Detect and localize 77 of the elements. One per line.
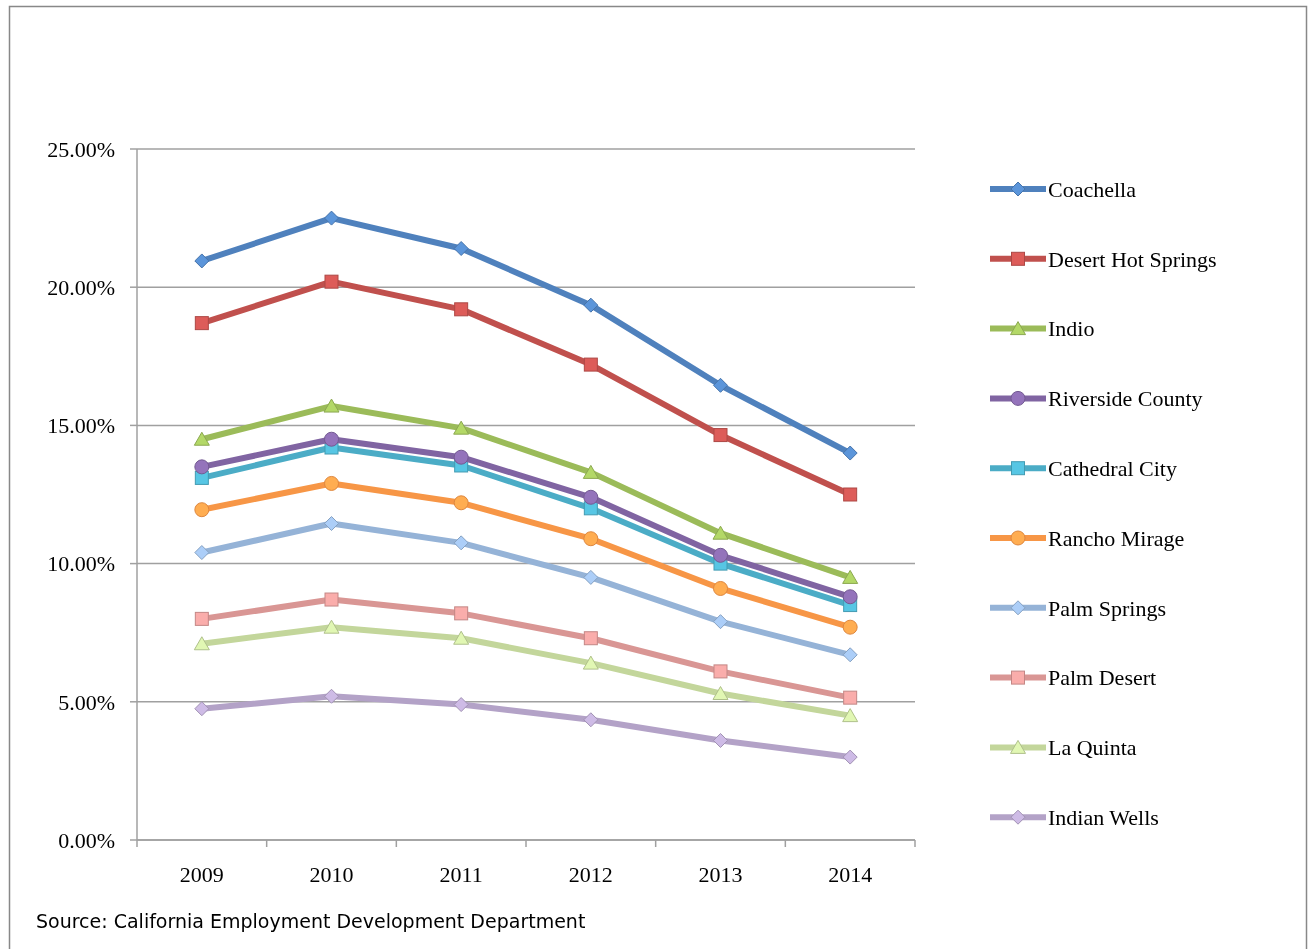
point [583, 297, 599, 313]
point [454, 606, 469, 621]
x-tick-label: 2013 [698, 862, 743, 887]
legend-label: Desert Hot Springs [1048, 246, 1217, 272]
source-note: Source: California Employment Development Department [36, 910, 586, 932]
point [453, 420, 470, 435]
point [194, 701, 210, 717]
point [194, 316, 209, 331]
point [713, 428, 728, 443]
point [842, 445, 858, 461]
point [324, 274, 339, 289]
point [324, 431, 339, 447]
point [582, 655, 599, 670]
point [712, 525, 729, 540]
point [323, 619, 340, 634]
point [842, 708, 859, 723]
point [583, 631, 598, 646]
point [713, 377, 728, 393]
point [453, 495, 469, 511]
point [713, 614, 728, 630]
x-tick-label: 2012 [568, 862, 613, 887]
legend-label: Riverside County [1048, 386, 1203, 412]
point [453, 697, 469, 713]
point [324, 210, 339, 226]
y-tick-label: 20.00% [47, 274, 115, 300]
legend-label: Coachella [1048, 176, 1137, 202]
legend-label: La Quinta [1048, 735, 1137, 761]
legend-label: Cathedral City [1048, 455, 1177, 481]
point [453, 449, 469, 465]
point [453, 535, 469, 551]
point [583, 531, 599, 547]
legend-label: Palm Springs [1048, 595, 1166, 621]
point [582, 464, 599, 479]
point [712, 686, 729, 701]
point [842, 749, 858, 765]
point [324, 516, 339, 532]
x-tick-label: 2011 [439, 862, 483, 887]
y-tick-label: 0.00% [58, 827, 115, 853]
point [323, 398, 340, 413]
point [194, 459, 210, 475]
point [324, 688, 339, 704]
point [843, 487, 858, 502]
point [194, 611, 209, 626]
point [843, 690, 858, 705]
point [453, 630, 470, 645]
x-tick-label: 2009 [179, 862, 224, 887]
point [713, 580, 728, 596]
point [324, 475, 339, 491]
point [194, 502, 210, 518]
point [842, 647, 858, 663]
point [842, 619, 858, 635]
legend-label: Indian Wells [1048, 804, 1159, 830]
point [194, 545, 210, 561]
point [583, 357, 598, 372]
point [713, 733, 728, 748]
y-tick-label: 5.00% [58, 689, 115, 715]
y-tick-label: 15.00% [47, 413, 115, 439]
point [583, 569, 599, 585]
point [193, 636, 210, 651]
point [454, 302, 469, 317]
point [583, 489, 599, 505]
point [583, 712, 599, 728]
point [713, 664, 728, 679]
point [194, 253, 210, 269]
point [842, 589, 858, 605]
x-tick-label: 2014 [828, 862, 873, 887]
point [193, 431, 210, 446]
legend-label: Indio [1048, 316, 1095, 342]
point [453, 241, 469, 256]
legend-label: Rancho Mirage [1048, 525, 1185, 551]
y-tick-label: 25.00% [47, 136, 115, 162]
point [842, 569, 859, 584]
y-tick-label: 10.00% [47, 551, 115, 577]
legend-label: Palm Desert [1048, 665, 1157, 691]
point [324, 592, 339, 607]
x-tick-label: 2010 [309, 862, 354, 887]
point [713, 547, 728, 563]
